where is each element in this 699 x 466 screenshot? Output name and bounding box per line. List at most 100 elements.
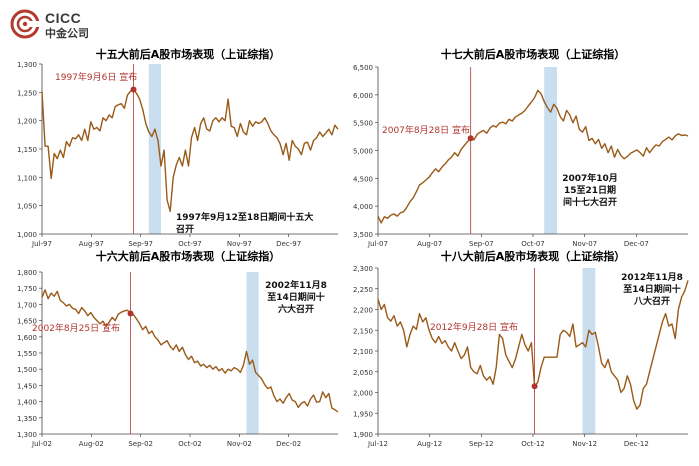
- announcement-point: [130, 86, 137, 93]
- x-tick-label: Sep-12: [469, 440, 494, 448]
- x-tick-label: Sep-02: [128, 440, 153, 448]
- chart-1: 十五大前后A股市场表现（上证综指） 1,000 1,050 1,100 1,150 1,2…: [17, 47, 339, 248]
- chart-title: 十五大前后A股市场表现（上证综指）: [96, 47, 281, 61]
- x-tick-label: Dec-12: [624, 440, 649, 448]
- index-series-line: [41, 289, 339, 413]
- chart-title: 十八大前后A股市场表现（上证综指）: [441, 249, 626, 263]
- x-tick-label: Oct-97: [178, 240, 202, 248]
- announcement-point: [127, 310, 134, 317]
- x-tick-label: Sep-97: [128, 240, 153, 248]
- congress-annotation-line: 2007年10月: [562, 172, 618, 184]
- y-tick-label: 6,000: [353, 92, 373, 100]
- congress-annotation-line: 至14日期间十: [623, 283, 681, 295]
- announcement-label: 2007年8月28日 宣布: [382, 124, 470, 136]
- congress-annotation: 2002年11月8 至14日期间十六大召开: [265, 279, 327, 315]
- x-tick-label: Oct-12: [521, 440, 545, 448]
- x-tick-label: Oct-02: [178, 440, 202, 448]
- x-tick-label: Jul-12: [367, 440, 388, 448]
- congress-annotation-line: 2012年11月8: [621, 271, 683, 283]
- x-tick-label: Dec-97: [276, 240, 301, 248]
- y-tick-label: 1,800: [17, 269, 37, 277]
- y-tick-label: 1,950: [353, 410, 373, 418]
- x-tick-label: Jul-02: [31, 440, 52, 448]
- y-tick-label: 2,300: [353, 265, 373, 273]
- x-tick-label: Nov-07: [572, 240, 597, 248]
- chart-4: 十八大前后A股市场表现（上证综指） 1,900 1,950 2,000 2,050 2,1…: [353, 249, 689, 448]
- y-tick-label: 1,000: [17, 231, 37, 239]
- congress-annotation-line: 15至21日期: [564, 184, 616, 196]
- y-tick-label: 1,700: [17, 301, 37, 309]
- y-tick-label: 4,000: [353, 203, 373, 211]
- congress-annotation: 2012年11月8 至14日期间十八大召开: [621, 271, 683, 307]
- cicc-logo: CICC 中金公司: [10, 8, 110, 40]
- congress-period-band: [148, 64, 162, 234]
- chart-title: 十七大前后A股市场表现（上证综指）: [441, 47, 626, 61]
- congress-annotation-line: 八大召开: [633, 295, 670, 307]
- chart-title: 十六大前后A股市场表现（上证综指）: [96, 249, 281, 263]
- y-tick-label: 1,750: [17, 285, 37, 293]
- y-tick-label: 3,500: [353, 231, 373, 239]
- y-tick-label: 2,250: [353, 286, 373, 294]
- y-tick-label: 2,200: [353, 307, 373, 315]
- x-tick-label: Sep-07: [469, 240, 494, 248]
- y-tick-label: 1,900: [353, 431, 373, 439]
- logo-name-cn: 中金公司: [45, 27, 89, 40]
- y-tick-label: 1,100: [17, 174, 37, 182]
- y-tick-label: 4,500: [353, 175, 373, 183]
- y-tick-label: 1,200: [17, 118, 37, 126]
- x-tick-label: Aug-12: [417, 440, 442, 448]
- y-tick-label: 1,500: [17, 366, 37, 374]
- announcement-label: 2002年8月25日 宣布: [32, 322, 120, 334]
- congress-annotation-line: 1997年9月12至18日期间十五大: [176, 211, 313, 223]
- y-tick-label: 6,500: [353, 64, 373, 72]
- congress-annotation-line: 间十七大召开: [563, 196, 617, 208]
- y-tick-label: 1,350: [17, 415, 37, 423]
- congress-annotation-line: 2002年11月8: [265, 279, 327, 291]
- chart-3: 十六大前后A股市场表现（上证综指） 1,300 1,350 1,400 1,450 1,5…: [17, 249, 339, 448]
- y-tick-label: 2,150: [353, 327, 373, 335]
- congress-period-band: [582, 268, 596, 434]
- index-series-line: [377, 89, 689, 224]
- y-tick-label: 5,000: [353, 148, 373, 156]
- x-tick-label: Dec-07: [624, 240, 649, 248]
- y-tick-label: 1,450: [17, 382, 37, 390]
- y-tick-label: 1,650: [17, 318, 37, 326]
- cicc-logo-mark-icon: [10, 9, 40, 39]
- announcement-label: 1997年9月6日 宣布: [55, 71, 137, 83]
- y-tick-label: 1,150: [17, 146, 37, 154]
- congress-annotation: 2007年10月 15至21日期间十七大召开: [562, 172, 618, 208]
- y-tick-label: 2,050: [353, 369, 373, 377]
- y-tick-label: 1,050: [17, 203, 37, 211]
- chart-2: 十七大前后A股市场表现（上证综指） 3,500 4,000 4,500 5,000 5,5…: [353, 47, 689, 248]
- y-tick-label: 1,300: [17, 61, 37, 69]
- congress-annotation-line: 召开: [176, 224, 194, 235]
- x-tick-label: Nov-02: [227, 440, 252, 448]
- congress-annotation-line: 至14日期间十: [267, 291, 325, 303]
- y-tick-label: 2,000: [353, 390, 373, 398]
- announcement-point: [467, 135, 474, 142]
- x-tick-label: Aug-07: [417, 240, 442, 248]
- x-tick-label: Nov-97: [227, 240, 252, 248]
- congress-annotation: 1997年9月12至18日期间十五大召开: [176, 211, 313, 235]
- x-tick-label: Oct-07: [521, 240, 545, 248]
- y-tick-label: 5,500: [353, 120, 373, 128]
- y-tick-label: 1,550: [17, 350, 37, 358]
- congress-period-band: [544, 67, 557, 234]
- x-tick-label: Jul-07: [367, 240, 388, 248]
- x-tick-label: Aug-02: [79, 440, 104, 448]
- x-tick-label: Dec-02: [276, 440, 301, 448]
- y-tick-label: 1,400: [17, 399, 37, 407]
- x-tick-label: Aug-97: [79, 240, 104, 248]
- announcement-label: 2012年9月28日 宣布: [430, 321, 518, 333]
- y-tick-label: 2,100: [353, 348, 373, 356]
- index-series-line: [41, 88, 339, 213]
- y-tick-label: 1,300: [17, 431, 37, 439]
- logo-name-en: CICC: [45, 10, 82, 26]
- index-series-line: [377, 280, 689, 410]
- x-tick-label: Nov-12: [572, 440, 597, 448]
- y-tick-label: 1,600: [17, 334, 37, 342]
- announcement-point: [531, 383, 538, 390]
- x-tick-label: Jul-97: [31, 240, 52, 248]
- y-tick-label: 1,250: [17, 89, 37, 97]
